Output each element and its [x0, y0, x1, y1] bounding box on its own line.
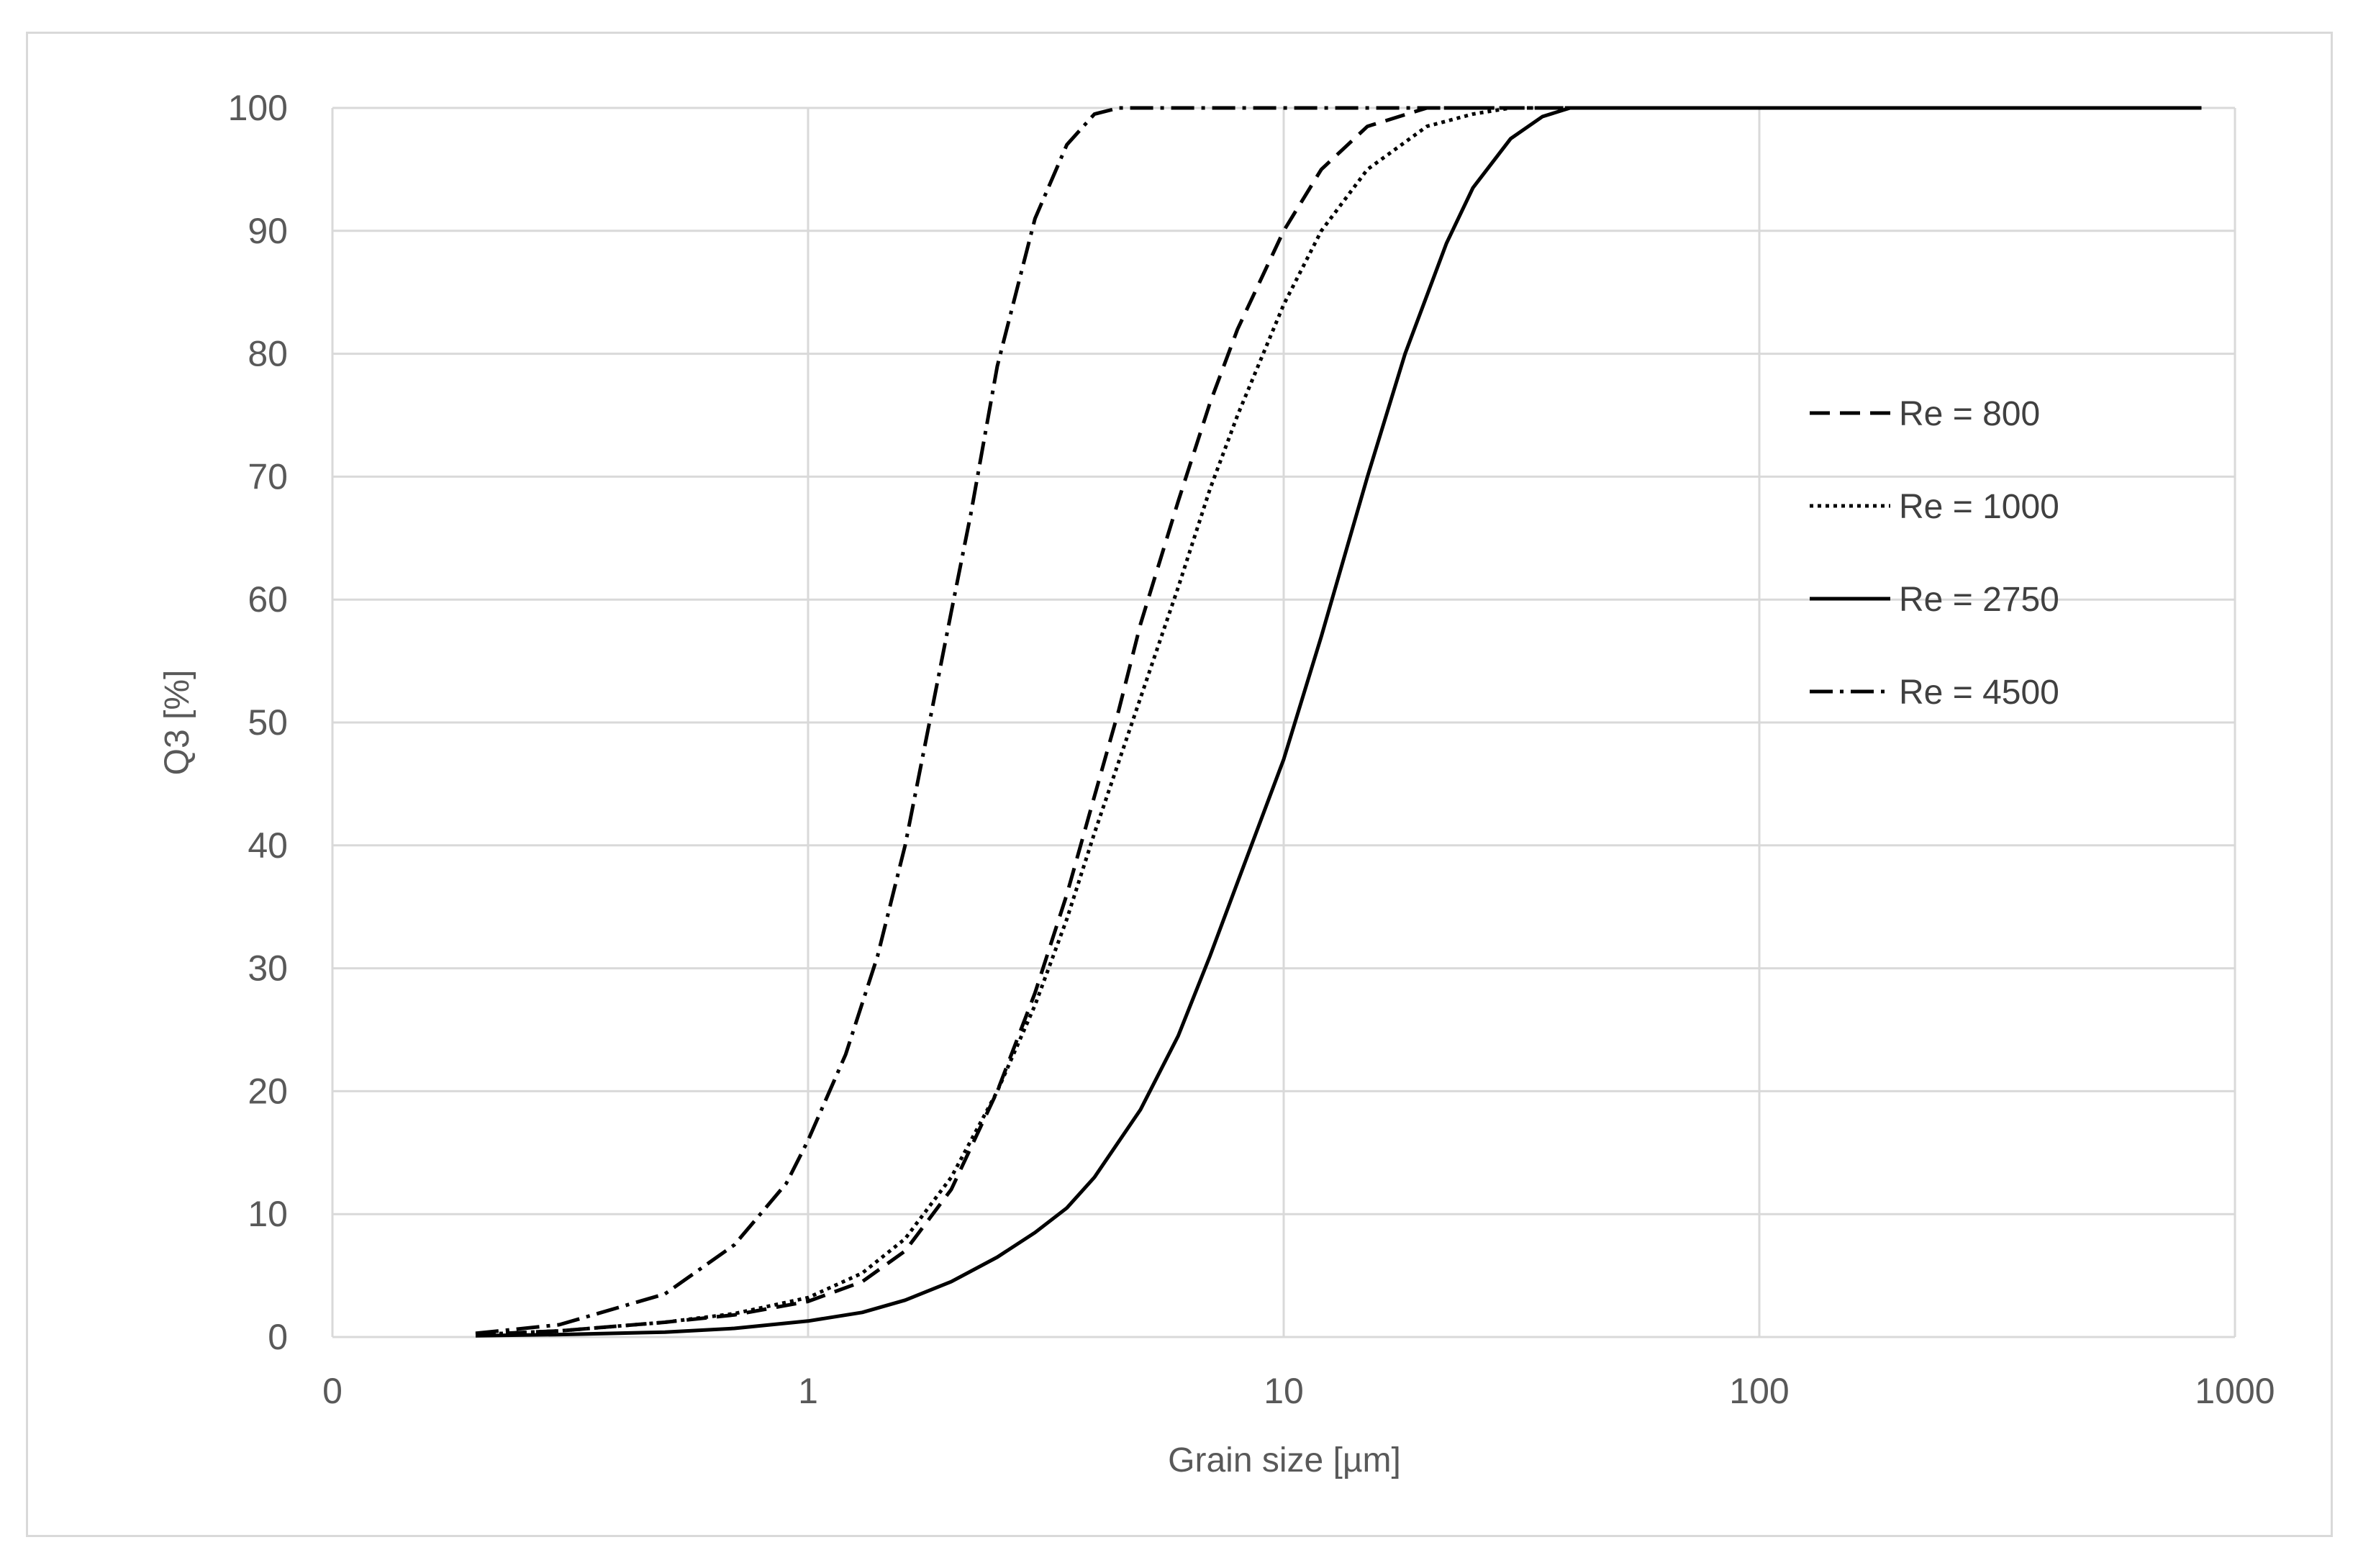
series-line-re-2750: [475, 106, 2202, 1338]
series-line-re-1000: [475, 106, 2202, 1337]
y-tick-label: 80: [248, 334, 288, 374]
grid-layer: [331, 107, 2236, 1338]
x-tick-label: 10: [1264, 1371, 1304, 1411]
y-tick-label: 30: [248, 948, 288, 989]
legend-label-re-4500: Re = 4500: [1899, 674, 2059, 712]
chart-frame: [26, 32, 2333, 1537]
y-tick-label: 20: [248, 1071, 288, 1111]
y-tick-label: 70: [248, 456, 288, 497]
x-tick-label: 100: [1729, 1371, 1789, 1411]
y-tick-label: 50: [248, 702, 288, 743]
series-layer: [475, 106, 2202, 1338]
x-tick-label: 0: [322, 1371, 343, 1411]
x-axis-title: Grain size [µm]: [1168, 1441, 1401, 1479]
y-tick-label: 60: [248, 579, 288, 620]
legend-label-re-2750: Re = 2750: [1899, 581, 2059, 619]
y-tick-label: 100: [228, 88, 288, 128]
y-axis-title: Q3 [%]: [158, 670, 196, 776]
x-tick-label: 1: [798, 1371, 818, 1411]
x-tick-label: 1000: [2195, 1371, 2275, 1411]
y-tick-label: 40: [248, 825, 288, 866]
y-tick-label: 0: [268, 1317, 288, 1357]
legend-label-re-800: Re = 800: [1899, 395, 2040, 433]
legend: Re = 800 Re = 1000 Re = 2750 Re = 4500: [1810, 395, 2059, 712]
y-tick-label: 10: [248, 1194, 288, 1234]
series-line-re-4500: [475, 106, 2202, 1336]
y-tick-label: 90: [248, 211, 288, 251]
legend-label-re-1000: Re = 1000: [1899, 488, 2059, 526]
series-line-re-800: [475, 106, 2202, 1337]
